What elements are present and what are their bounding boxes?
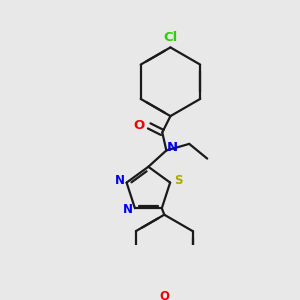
Text: Cl: Cl [163, 31, 178, 44]
Text: N: N [123, 203, 134, 216]
Text: O: O [134, 119, 145, 132]
Text: O: O [159, 290, 169, 300]
Text: N: N [115, 175, 125, 188]
Text: S: S [174, 175, 183, 188]
Text: N: N [167, 142, 178, 154]
